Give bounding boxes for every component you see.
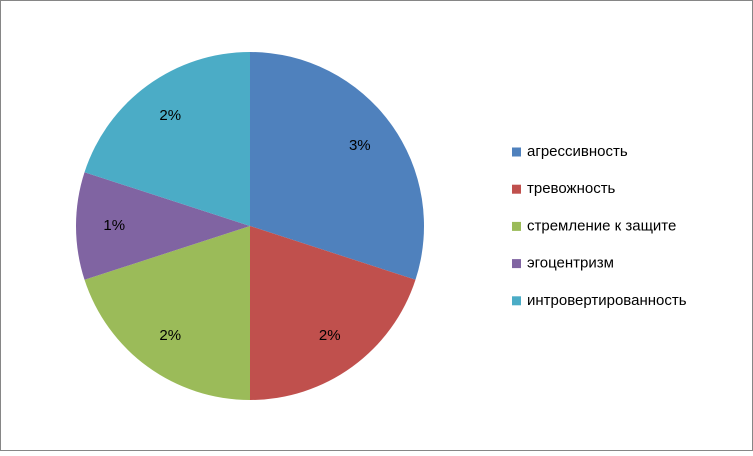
legend-swatch bbox=[512, 259, 521, 269]
pie-slice bbox=[84, 51, 250, 226]
data-label: 2% bbox=[319, 327, 341, 344]
pie-slice bbox=[76, 172, 251, 280]
legend-label: интровертированность bbox=[527, 292, 687, 309]
legend-label: эгоцентризм bbox=[527, 255, 614, 272]
pie-slice bbox=[84, 226, 250, 400]
legend-swatch bbox=[512, 184, 521, 194]
data-label: 3% bbox=[349, 137, 371, 154]
legend-label: тревожность bbox=[527, 180, 616, 197]
data-label: 2% bbox=[159, 107, 181, 124]
pie-slice bbox=[250, 226, 416, 400]
legend-swatch bbox=[512, 221, 521, 231]
legend-label: стремление к защите bbox=[527, 217, 676, 234]
legend-label: агрессивность bbox=[527, 143, 628, 160]
data-label: 1% bbox=[103, 217, 125, 234]
legend-swatch bbox=[512, 296, 521, 306]
legend-swatch bbox=[512, 147, 521, 157]
pie-slice bbox=[250, 52, 424, 280]
data-label: 2% bbox=[159, 327, 181, 344]
